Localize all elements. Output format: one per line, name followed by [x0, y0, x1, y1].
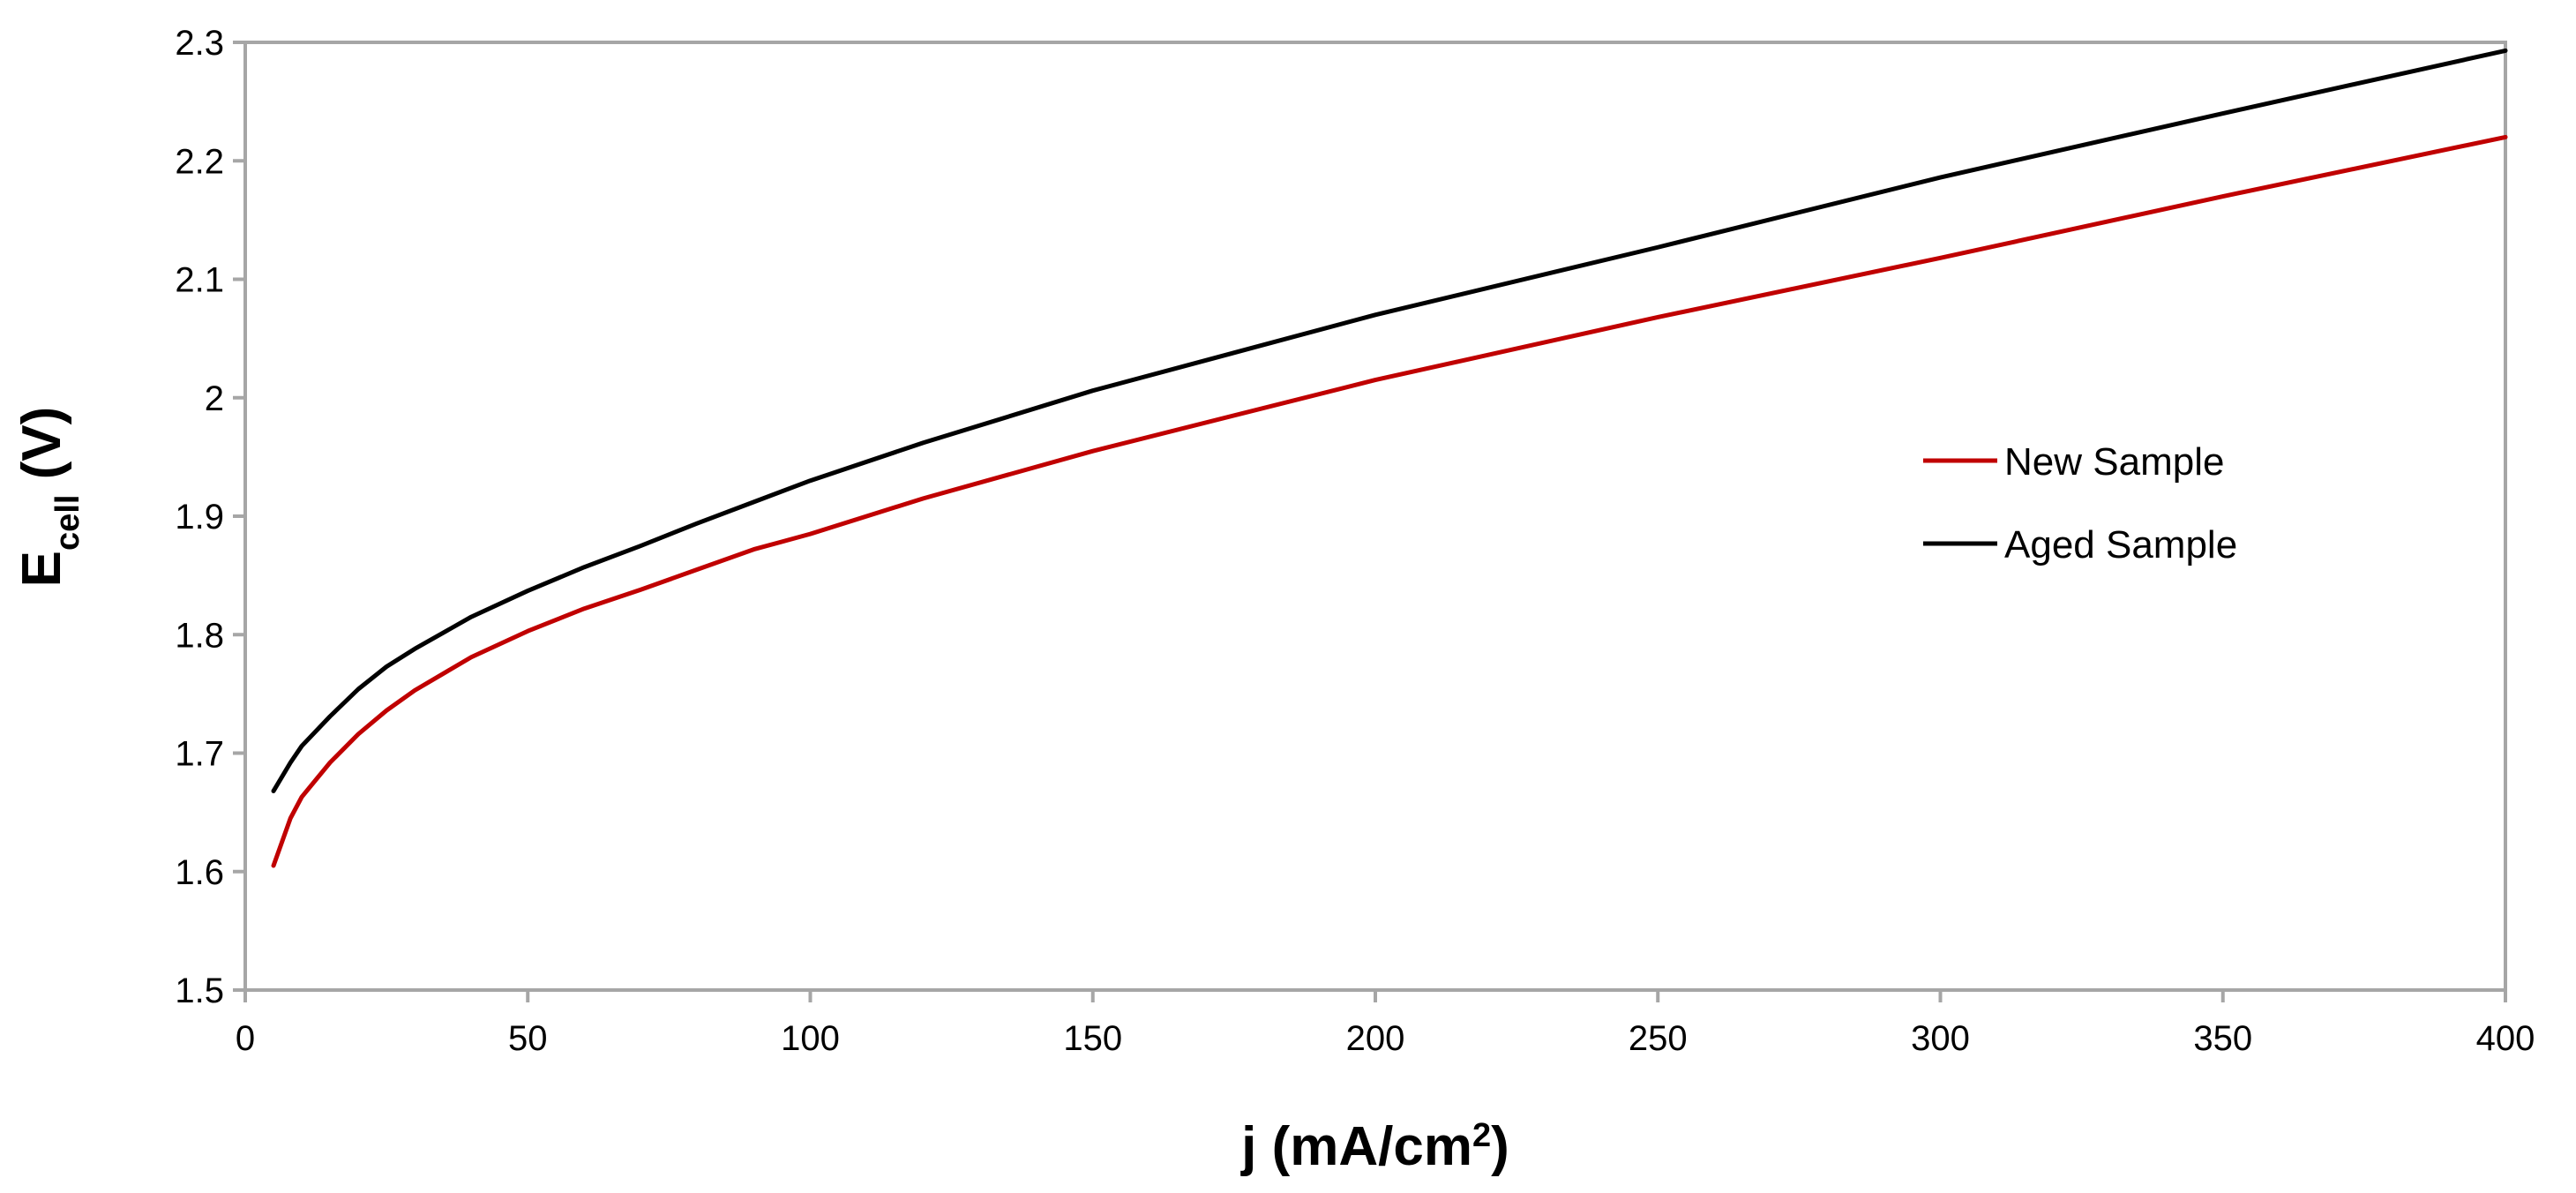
- x-tick-label: 250: [1629, 1019, 1688, 1058]
- series-line-new-sample: [271, 134, 2508, 868]
- y-tick-label: 1.7: [175, 735, 224, 774]
- plot-area: [243, 41, 2507, 992]
- x-tick-label: 300: [1911, 1019, 1970, 1058]
- x-axis-ticks: 0 50 100 150 200 250 300 350 400: [236, 990, 2535, 1058]
- y-axis-ticks: 1.5 1.6 1.7 1.8 1.9 2 2.1 2.2 2.3: [175, 24, 245, 1010]
- series-layer: [271, 48, 2508, 868]
- y-tick-label: 1.5: [175, 972, 224, 1010]
- y-tick-label: 2.3: [175, 24, 224, 63]
- x-tick-label: 350: [2193, 1019, 2252, 1058]
- y-tick-label: 2: [205, 379, 224, 418]
- x-axis-title-end: ): [1491, 1116, 1509, 1177]
- x-tick-label: 50: [508, 1019, 548, 1058]
- legend-label: Aged Sample: [2004, 523, 2237, 566]
- series-line-aged-sample: [271, 48, 2508, 793]
- x-tick-label: 0: [236, 1019, 255, 1058]
- x-axis-title: j (mA/cm2): [1240, 1116, 1509, 1177]
- y-tick-label: 1.6: [175, 853, 224, 892]
- legend: New Sample Aged Sample: [1923, 440, 2237, 566]
- y-axis-title-main: E: [11, 551, 72, 587]
- x-tick-label: 200: [1346, 1019, 1405, 1058]
- y-tick-label: 1.8: [175, 616, 224, 655]
- y-axis-title: Ecell (V): [11, 407, 86, 588]
- y-axis-title-subscript: cell: [49, 495, 86, 551]
- x-tick-label: 400: [2476, 1019, 2535, 1058]
- legend-label: New Sample: [2004, 440, 2224, 484]
- y-tick-label: 2.2: [175, 142, 224, 181]
- y-tick-label: 1.9: [175, 498, 224, 536]
- x-axis-title-superscript: 2: [1472, 1117, 1491, 1154]
- x-tick-label: 150: [1063, 1019, 1122, 1058]
- y-tick-label: 2.1: [175, 261, 224, 300]
- plot-frame: [243, 41, 2507, 992]
- y-axis-title-end: (V): [11, 407, 72, 495]
- x-axis-title-main: j (mA/cm: [1240, 1116, 1472, 1177]
- x-tick-label: 100: [781, 1019, 840, 1058]
